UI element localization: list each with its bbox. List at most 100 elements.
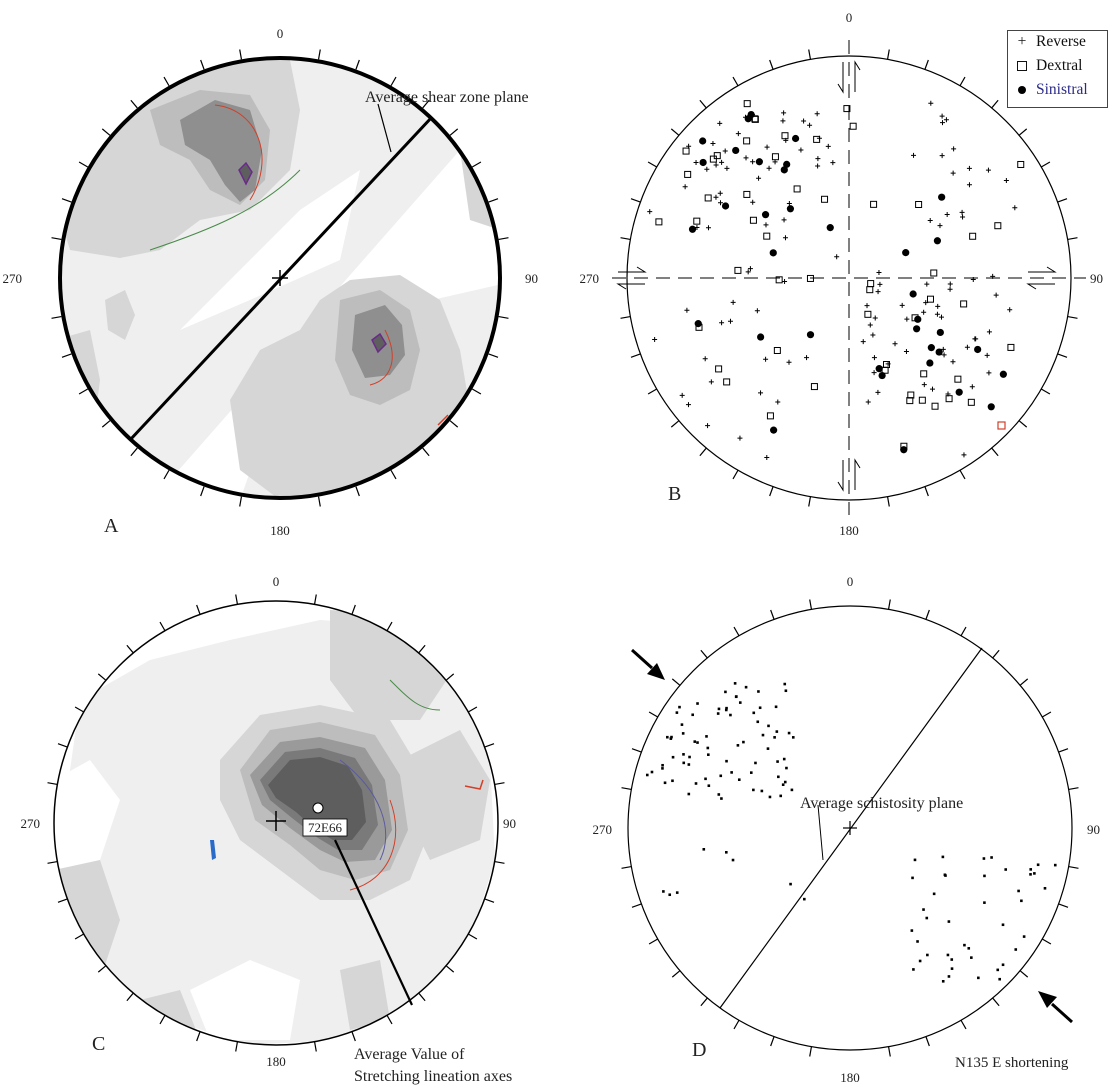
schistosity-pole-point (773, 736, 776, 739)
schistosity-pole-point (767, 724, 770, 728)
dextral-fault-marker (930, 269, 938, 277)
reverse-fault-marker (877, 281, 883, 287)
reverse-fault-marker (693, 160, 699, 166)
panel-b-west-label: 270 (580, 271, 600, 286)
schistosity-pole-point (967, 947, 971, 950)
panel-d-data-points (645, 682, 1057, 983)
schistosity-pole-point (1020, 899, 1023, 903)
schistosity-pole-point (911, 876, 914, 880)
legend-label-sinistral: Sinistral (1036, 81, 1088, 98)
reverse-fault-marker (825, 143, 831, 149)
schistosity-pole-point (738, 701, 742, 704)
schistosity-pole-point (730, 771, 733, 774)
schistosity-pole-point (725, 851, 728, 854)
schistosity-pole-point (717, 707, 721, 711)
sinistral-fault-marker (806, 331, 815, 339)
dextral-fault-marker (1017, 160, 1025, 168)
square-icon (1014, 57, 1030, 75)
dextral-fault-marker (810, 383, 818, 391)
reverse-fault-marker (708, 379, 714, 385)
schistosity-pole-point (783, 780, 787, 784)
reverse-fault-marker (966, 165, 972, 171)
panel-c-west-label: 270 (21, 816, 41, 831)
sinistral-fault-marker (938, 193, 946, 201)
reverse-fault-marker (750, 159, 756, 165)
reverse-fault-marker (730, 299, 736, 305)
schistosity-pole-point (744, 685, 748, 689)
schistosity-plane-label: Average schistosity plane (800, 795, 963, 812)
sinistral-fault-marker (955, 388, 963, 396)
sinistral-fault-marker (770, 426, 778, 434)
legend-label-dextral: Dextral (1036, 57, 1083, 74)
sinistral-fault-marker (914, 315, 922, 323)
schistosity-pole-point (913, 858, 917, 862)
schistosity-pole-point (785, 766, 788, 770)
reverse-fault-marker (786, 200, 792, 206)
dextral-fault-marker (693, 217, 701, 225)
dextral-fault-marker (781, 132, 789, 140)
reverse-fault-marker (801, 118, 807, 124)
reverse-fault-marker (985, 167, 991, 173)
schistosity-pole-point (687, 763, 691, 766)
panel-d-south-label: 180 (840, 1070, 860, 1085)
dextral-fault-marker (906, 397, 914, 405)
panel-c-south-label: 180 (266, 1054, 286, 1069)
sinistral-fault-marker (699, 158, 707, 167)
shear-zone-plane-label: Average shear zone plane (365, 89, 529, 106)
schistosity-pole-point (910, 929, 914, 932)
panel-d: Average schistosity plane N135 E shorten… (593, 574, 1101, 1085)
schistosity-pole-point (1001, 963, 1005, 967)
dextral-fault-marker (843, 105, 851, 113)
schistosity-pole-point (922, 908, 925, 911)
reverse-fault-marker (710, 141, 716, 147)
schistosity-pole-point (758, 706, 762, 710)
reverse-fault-marker (702, 356, 708, 362)
reverse-fault-marker (743, 155, 749, 161)
dextral-fault-marker (994, 222, 1002, 230)
schistosity-pole-point (725, 759, 728, 763)
sinistral-fault-marker (786, 205, 795, 213)
legend-label-reverse: Reverse (1036, 33, 1086, 50)
schistosity-pole-point (729, 713, 732, 717)
dextral-fault-marker (743, 190, 751, 198)
reverse-fault-marker (758, 390, 764, 396)
schistosity-pole-point (791, 736, 795, 739)
reverse-fault-marker (959, 209, 965, 215)
reverse-fault-marker (694, 225, 700, 231)
schistosity-pole-point (668, 893, 672, 897)
shortening-label: N135 E shortening (955, 1055, 1069, 1071)
schistosity-pole-point (662, 890, 665, 893)
reverse-fault-marker (986, 329, 992, 335)
reverse-fault-marker (747, 266, 753, 272)
schistosity-pole-point (682, 761, 686, 765)
schistosity-pole-point (724, 690, 727, 694)
schistosity-pole-point (941, 980, 945, 983)
schistosity-pole-point (1036, 863, 1040, 867)
schistosity-pole-point (996, 968, 1000, 972)
schistosity-pole-point (776, 760, 779, 763)
schistosity-pole-point (704, 777, 707, 781)
schistosity-pole-point (670, 735, 673, 739)
sinistral-fault-marker (913, 325, 921, 333)
reverse-fault-marker (924, 281, 930, 287)
dextral-fault-marker (793, 185, 801, 193)
schistosity-pole-point (678, 705, 681, 709)
sinistral-fault-marker (878, 371, 886, 380)
reverse-fault-marker (921, 382, 927, 388)
dextral-fault-marker (713, 152, 721, 160)
schistosity-pole-point (663, 781, 667, 785)
reverse-fault-marker (921, 309, 927, 315)
reverse-fault-marker (872, 315, 878, 321)
panel-c-north-label: 0 (273, 574, 280, 589)
pole-value-label: 72E66 (308, 820, 342, 835)
reverse-fault-marker (934, 311, 940, 317)
panel-d-west-label: 270 (593, 822, 613, 837)
reverse-fault-marker (782, 279, 788, 285)
sinistral-fault-marker (974, 345, 982, 354)
dextral-fault-marker (920, 370, 928, 378)
sinistral-fault-marker (755, 158, 763, 166)
reverse-fault-marker (984, 352, 990, 358)
reverse-fault-marker (782, 235, 788, 241)
dextral-fault-marker (1007, 343, 1015, 351)
reverse-fault-marker (871, 370, 877, 376)
